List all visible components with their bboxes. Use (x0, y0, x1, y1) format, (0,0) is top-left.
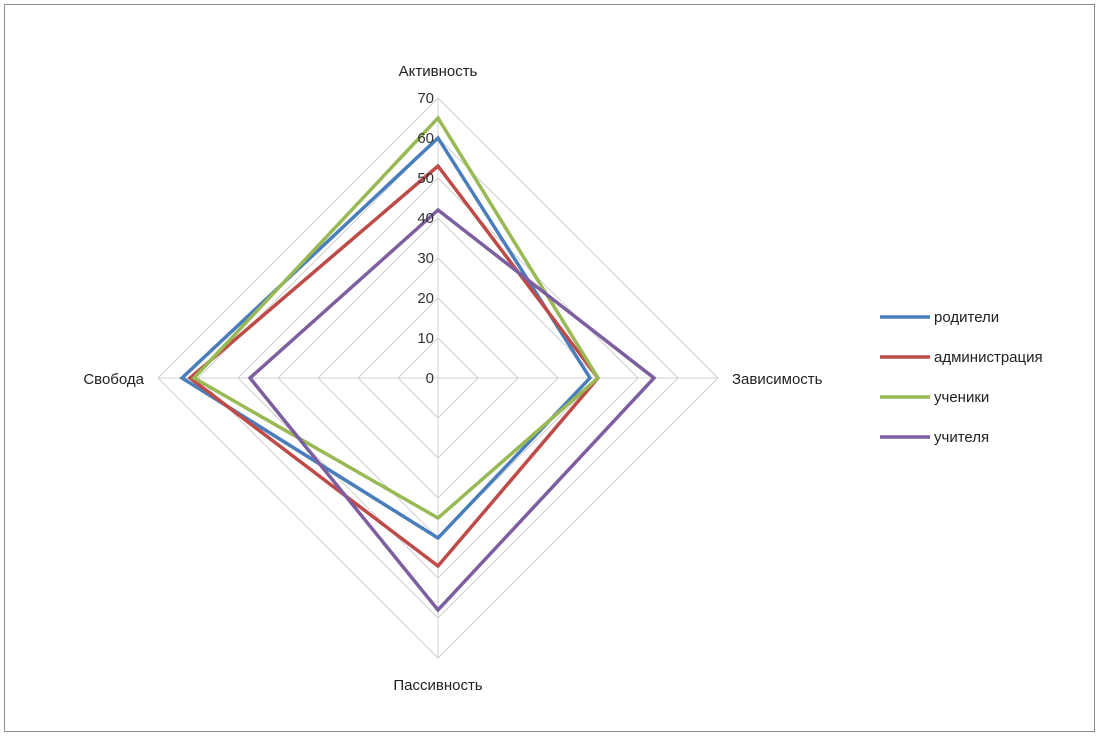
radar-series (179, 115, 657, 613)
series-line (187, 163, 601, 569)
tick-label: 60 (417, 130, 434, 147)
legend-item: администрация (880, 349, 1043, 366)
tick-label: 0 (426, 370, 434, 387)
legend-label: родители (934, 309, 999, 326)
chart-area (4, 4, 1095, 732)
axis-label: Свобода (83, 371, 144, 388)
tick-label: 40 (417, 210, 434, 227)
tick-label: 30 (417, 250, 434, 267)
radial-tick-labels: 0 10 20 30 40 50 60 70 (417, 90, 434, 387)
series-line (247, 207, 657, 613)
series-line (179, 135, 593, 541)
legend-label: администрация (934, 349, 1043, 366)
legend-item: родители (880, 309, 999, 326)
tick-label: 10 (417, 330, 434, 347)
legend-item: учителя (880, 429, 989, 446)
axis-label: Активность (399, 63, 478, 80)
tick-label: 70 (417, 90, 434, 107)
axis-label: Зависимость (732, 371, 823, 388)
legend-item: ученики (880, 389, 989, 406)
tick-label: 50 (417, 170, 434, 187)
legend-label: учителя (934, 429, 989, 446)
legend-label: ученики (934, 389, 989, 406)
axis-label: Пассивность (393, 677, 482, 694)
radar-spokes (158, 98, 718, 658)
tick-label: 20 (417, 290, 434, 307)
axis-labels: Активность Зависимость Пассивность Свобода (83, 63, 822, 694)
legend: родители администрация ученики учителя (880, 309, 1043, 446)
